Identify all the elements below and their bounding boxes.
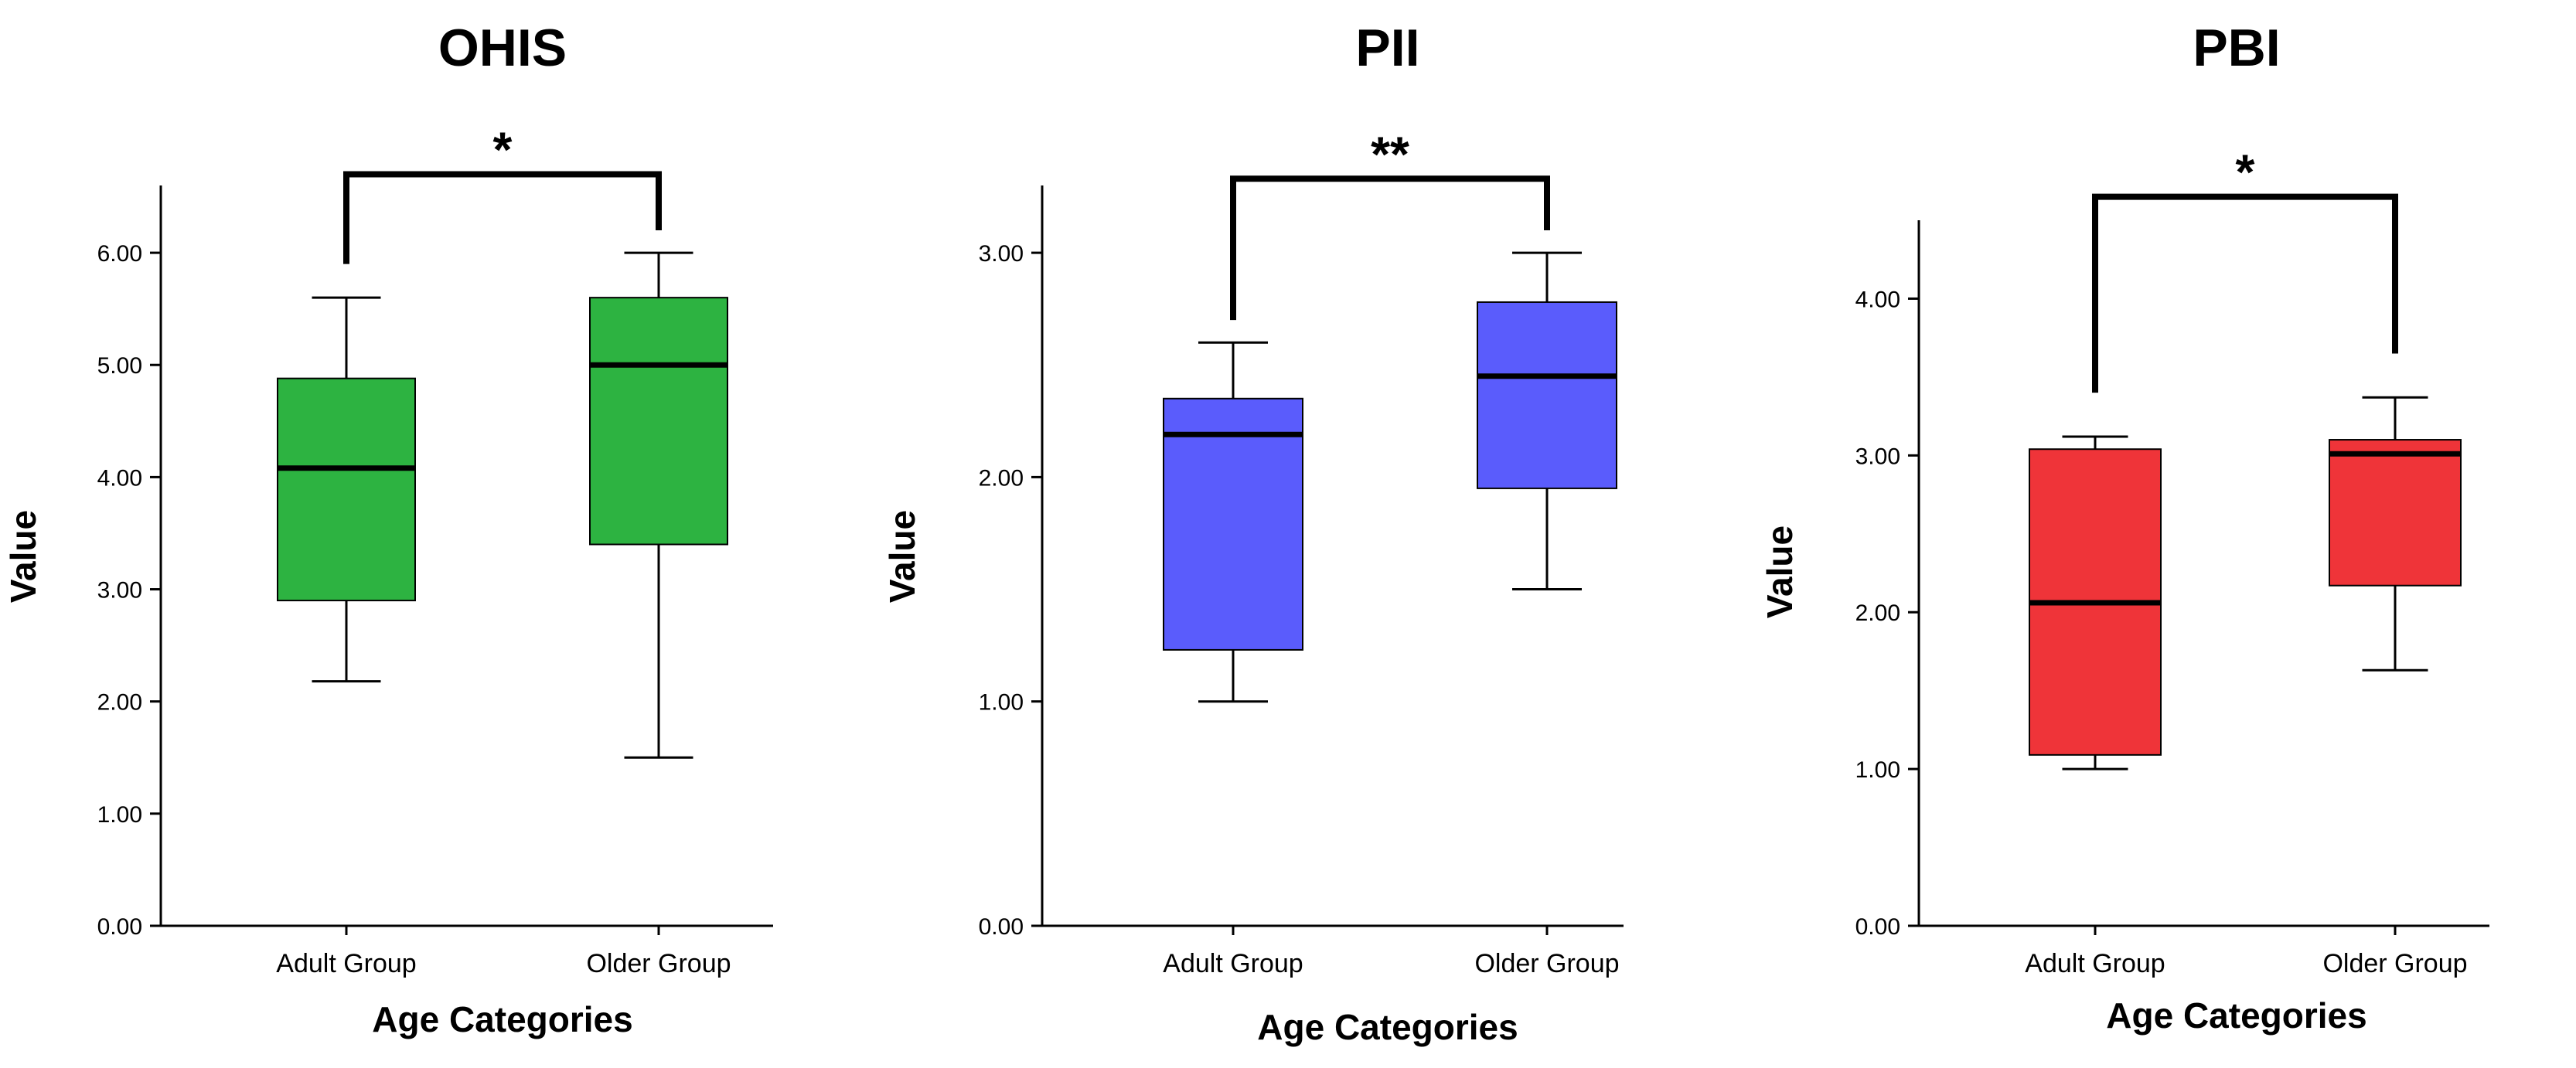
box-adult-group: [1163, 341, 1303, 703]
x-category-label: Adult Group: [2025, 949, 2165, 978]
box-older-group: [1477, 251, 1617, 591]
iqr-box: [589, 297, 728, 546]
y-tick-label: 0.00: [1855, 914, 1900, 940]
significance-bracket: [1230, 175, 1550, 321]
iqr-box: [2329, 439, 2462, 587]
x-axis-title: Age Categories: [2106, 995, 2366, 1036]
y-axis-title: Value: [882, 510, 922, 603]
chart-panel-pii: PII 0.00 1.00 2.00 3.00 Value Adult Group Older…: [882, 19, 1624, 1047]
chart-panel-ohis: OHIS 0.00 1.00 2.00 3.00 4.00 5.00 6.00 Value Adu…: [3, 19, 773, 1039]
box-older-group: [589, 251, 728, 759]
y-tick-label: 1.00: [1855, 757, 1900, 783]
iqr-box: [1163, 397, 1303, 651]
y-tick-label: 3.00: [979, 241, 1024, 267]
x-category-label: Older Group: [2322, 949, 2467, 978]
chart-title: PII: [1355, 19, 1419, 77]
y-tick-label: 2.00: [97, 690, 142, 716]
y-tick-label: 0.00: [97, 914, 142, 940]
significance-label: **: [1371, 126, 1409, 182]
x-category-label: Older Group: [1474, 949, 1619, 978]
chart-panel-pbi: PBI 0.00 1.00 2.00 3.00 4.00 Value Adult Group O…: [1760, 19, 2489, 1036]
y-axis-title: Value: [1760, 525, 1800, 618]
y-axis-title: Value: [3, 510, 43, 603]
y-tick-label: 0.00: [979, 914, 1024, 940]
box-adult-group: [277, 296, 416, 683]
y-tick-label: 3.00: [1855, 444, 1900, 469]
significance-bracket: [2092, 193, 2398, 393]
y-tick-label: 3.00: [97, 578, 142, 604]
y-tick-label: 4.00: [1855, 287, 1900, 312]
y-tick-label: 1.00: [979, 690, 1024, 716]
x-category-label: Older Group: [586, 949, 731, 978]
x-category-label: Adult Group: [276, 949, 416, 978]
iqr-box: [1477, 301, 1617, 489]
x-axis-title: Age Categories: [1257, 1007, 1518, 1047]
y-tick-label: 1.00: [97, 802, 142, 828]
iqr-box: [277, 377, 416, 602]
y-tick-label: 2.00: [1855, 600, 1900, 626]
y-tick-label: 2.00: [979, 465, 1024, 491]
y-tick-label: 5.00: [97, 353, 142, 379]
y-tick-label: 6.00: [97, 241, 142, 267]
x-category-label: Adult Group: [1163, 949, 1303, 978]
x-axis-title: Age Categories: [372, 999, 632, 1039]
chart-title: PBI: [2193, 19, 2280, 77]
significance-label: *: [2236, 145, 2255, 200]
y-tick-label: 4.00: [97, 465, 142, 491]
chart-title: OHIS: [438, 19, 567, 77]
significance-bracket: [343, 171, 662, 264]
box-adult-group: [2029, 435, 2162, 770]
box-older-group: [2329, 396, 2462, 672]
significance-label: *: [493, 121, 513, 177]
